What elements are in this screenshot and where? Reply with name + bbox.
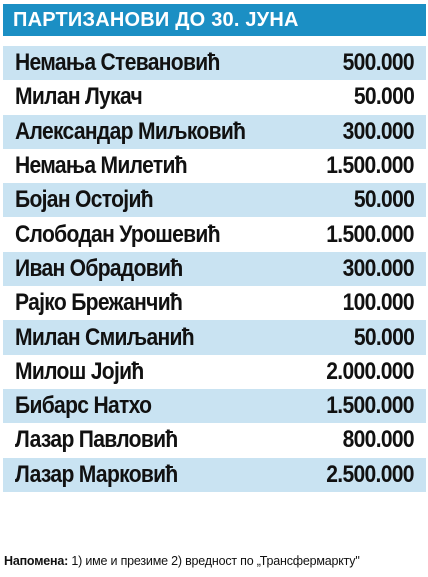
player-value: 2.500.000 [326, 460, 414, 488]
player-value: 100.000 [342, 289, 415, 317]
player-name: Лазар Павловић [15, 426, 178, 454]
player-name: Немања Милетић [15, 152, 188, 180]
player-value: 500.000 [342, 49, 415, 77]
table-row: Лазар Марковић 2.500.000 [3, 457, 426, 492]
player-name: Иван Обрадовић [15, 254, 183, 282]
table-row: Александар Миљковић 300.000 [3, 114, 426, 149]
footnote-label: Напомена: [4, 554, 69, 568]
player-value: 300.000 [342, 117, 415, 145]
player-name: Бојан Остојић [15, 186, 154, 214]
table-row: Милош Јојић 2.000.000 [3, 355, 426, 389]
player-name: Слободан Урошевић [15, 220, 221, 248]
player-name: Милош Јојић [15, 357, 144, 385]
player-value: 800.000 [342, 426, 415, 454]
footnote-text: 1) име и презиме 2) вредност по „Трансфе… [68, 554, 360, 568]
player-value: 300.000 [342, 254, 415, 282]
player-name: Милан Смиљанић [15, 323, 195, 351]
table-row: Бибарс Натхо 1.500.000 [3, 388, 426, 424]
table-row: Лазар Павловић 800.000 [3, 423, 426, 457]
table-row: Рајко Брежанчић 100.000 [3, 286, 426, 320]
table-row: Немања Милетић 1.500.000 [3, 149, 426, 183]
player-value: 1.500.000 [326, 220, 414, 248]
player-name: Бибарс Натхо [15, 392, 152, 420]
player-value: 50.000 [353, 186, 415, 214]
player-value: 50.000 [353, 323, 415, 351]
footnote: Напомена: 1) име и презиме 2) вредност п… [4, 554, 360, 568]
player-name: Немања Стевановић [15, 49, 220, 77]
player-list: Немања Стевановић 500.000 Милан Лукач 50… [3, 46, 426, 492]
table-title: ПАРТИЗАНОВИ ДО 30. ЈУНА [3, 4, 426, 36]
player-name: Милан Лукач [15, 83, 143, 111]
table-row: Бојан Остојић 50.000 [3, 183, 426, 218]
player-name: Александар Миљковић [15, 117, 246, 145]
player-value: 1.500.000 [326, 152, 414, 180]
table-row: Иван Обрадовић 300.000 [3, 251, 426, 287]
player-value: 1.500.000 [326, 392, 414, 420]
table-row: Слободан Урошевић 1.500.000 [3, 217, 426, 251]
player-name: Рајко Брежанчић [15, 289, 183, 317]
table-row: Немања Стевановић 500.000 [3, 46, 426, 81]
player-value: 50.000 [353, 83, 415, 111]
player-value: 2.000.000 [326, 357, 414, 385]
table-row: Милан Смиљанић 50.000 [3, 320, 426, 355]
player-name: Лазар Марковић [15, 460, 178, 488]
table-row: Милан Лукач 50.000 [3, 80, 426, 114]
